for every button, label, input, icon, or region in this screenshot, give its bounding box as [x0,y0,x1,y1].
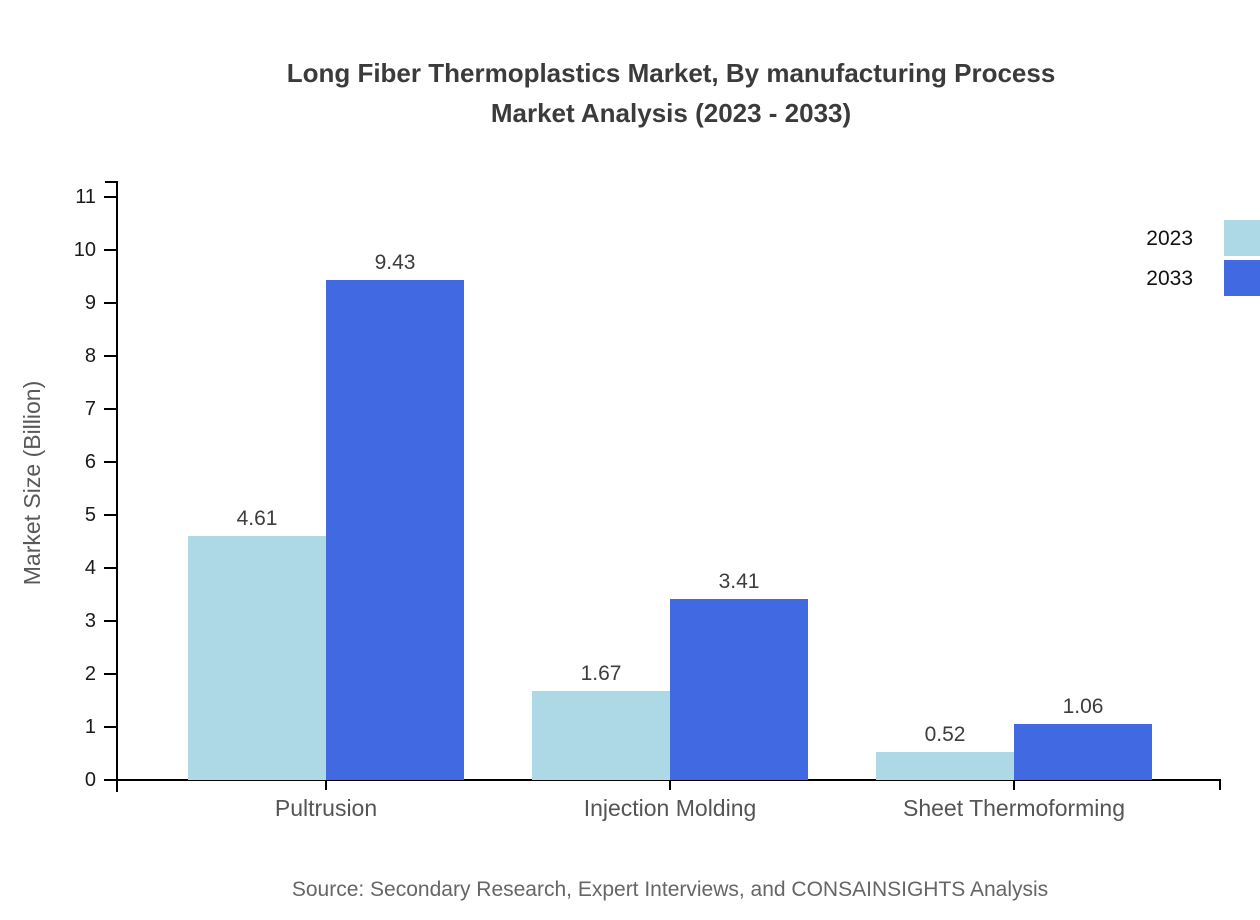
y-tick-label: 4 [84,557,96,579]
x-category-label-sheet-thermoforming: Sheet Thermoforming [902,795,1125,821]
y-tick-label: 9 [84,292,96,314]
y-axis-top-cap [105,181,118,183]
x-tick [1013,780,1015,790]
y-tick-label: 7 [84,398,96,420]
x-tick [325,780,327,790]
bar-2023-injection-molding [532,691,670,780]
chart-title-line-2: Market Analysis (2023 - 2033) [490,98,852,128]
y-tick-label: 8 [84,345,96,367]
bar-2033-pultrusion [326,280,464,780]
chart-title: Long Fiber Thermoplastics Market, By man… [82,53,1260,133]
y-tick-label: 10 [73,239,96,261]
x-category-label-injection-molding: Injection Molding [583,795,757,821]
legend-swatch-2023 [1224,220,1260,256]
y-tick-label: 2 [84,663,96,685]
chart-title-line-1: Long Fiber Thermoplastics Market, By man… [286,58,1056,88]
y-tick-label: 6 [84,451,96,473]
y-tick [104,355,117,357]
y-tick [104,779,117,781]
bar-value-label-2023-injection-molding: 1.67 [580,662,622,685]
legend-label-2023: 2023 [1146,227,1193,250]
y-tick [104,514,117,516]
y-tick [104,249,117,251]
bar-2033-injection-molding [670,599,808,780]
bar-value-label-2023-pultrusion: 4.61 [236,507,278,530]
y-tick [104,408,117,410]
source-attribution: Source: Secondary Research, Expert Inter… [291,878,1049,901]
y-tick-label: 11 [75,186,96,208]
legend-label-2033: 2033 [1146,267,1193,290]
bar-value-label-2033-sheet-thermoforming: 1.06 [1062,695,1104,718]
y-tick [104,673,117,675]
y-tick [104,620,117,622]
y-tick [104,302,117,304]
y-tick [104,196,117,198]
y-tick-label: 1 [84,716,96,738]
bar-2023-sheet-thermoforming [876,752,1014,780]
y-tick [104,567,117,569]
y-tick [104,726,117,728]
y-axis [116,181,118,792]
bar-value-label-2033-injection-molding: 3.41 [718,570,760,593]
x-axis-end-cap [1219,779,1221,790]
y-tick-label: 5 [84,504,96,526]
bar-2023-pultrusion [188,536,326,780]
x-category-label-pultrusion: Pultrusion [274,795,378,821]
bar-value-label-2033-pultrusion: 9.43 [374,251,416,274]
bar-2033-sheet-thermoforming [1014,724,1152,780]
legend-swatch-2033 [1224,260,1260,296]
bar-value-label-2023-sheet-thermoforming: 0.52 [924,723,966,746]
y-tick-label: 0 [84,769,96,791]
y-tick-label: 3 [84,610,96,632]
x-tick [669,780,671,790]
x-axis [105,779,1221,781]
y-tick [104,461,117,463]
